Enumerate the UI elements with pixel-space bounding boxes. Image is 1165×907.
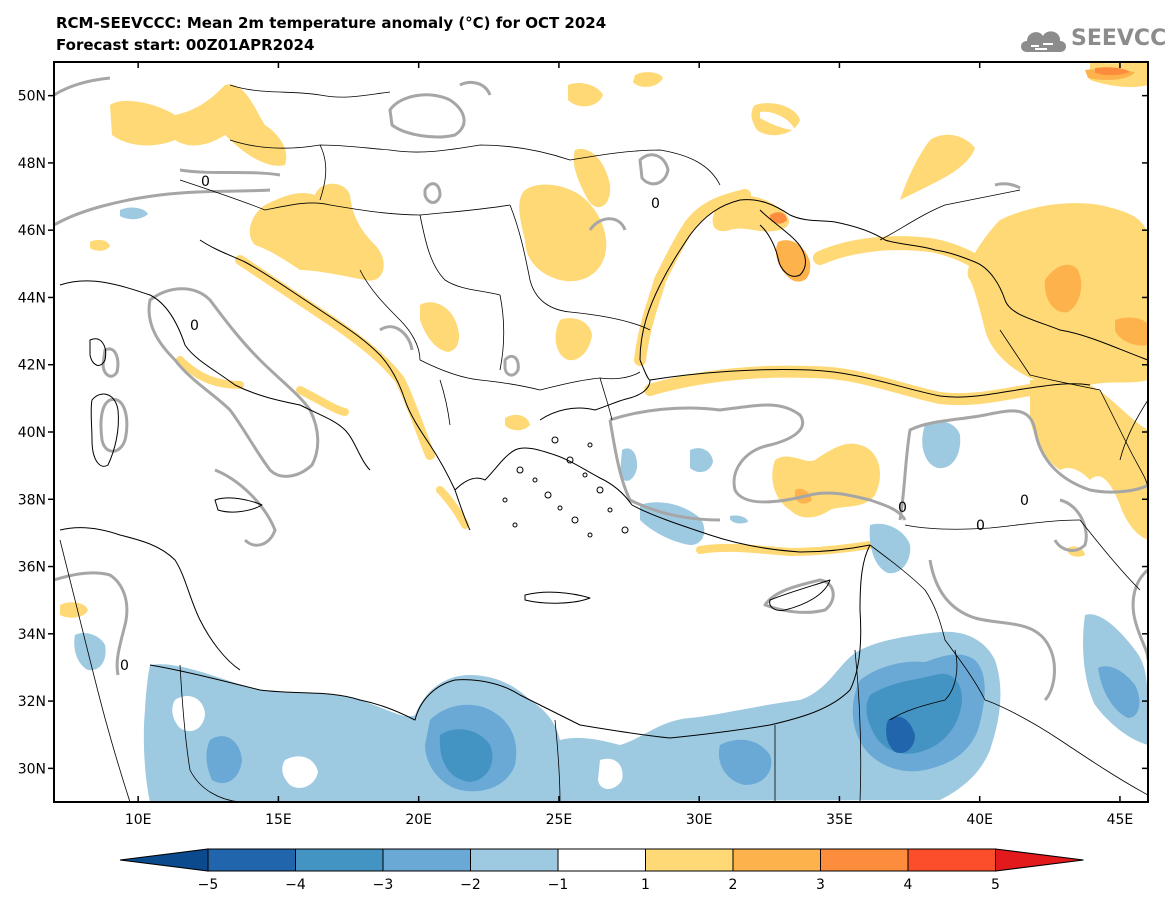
lon-tick-label: 25E bbox=[546, 812, 573, 828]
colorbar-label: −1 bbox=[548, 877, 569, 893]
lon-tick-label: 40E bbox=[966, 812, 993, 828]
coastlines bbox=[59, 199, 1148, 739]
map-plot-area: 0 0 0 0 0 0 0 bbox=[54, 62, 1148, 802]
lat-tick-label: 40N bbox=[18, 425, 46, 441]
cloud-icon bbox=[1021, 31, 1066, 52]
lat-tick-label: 46N bbox=[18, 223, 46, 239]
colorbar-label: −3 bbox=[373, 877, 394, 893]
lat-tick-label: 34N bbox=[18, 627, 46, 643]
forecast-start-subtitle: Forecast start: 00Z01APR2024 bbox=[56, 36, 315, 54]
neutral-holes bbox=[172, 111, 795, 789]
lat-tick-label: 30N bbox=[18, 761, 46, 777]
colorbar-label: 4 bbox=[904, 877, 913, 893]
colorbar-extend-low bbox=[119, 848, 209, 872]
lat-tick-label: 50N bbox=[18, 89, 46, 105]
colorbar-swatch bbox=[207, 848, 296, 872]
logo-text: SEEVCCC bbox=[1071, 26, 1165, 51]
contour-label: 0 bbox=[120, 658, 129, 674]
colorbar-swatch bbox=[732, 848, 821, 872]
colorbar-swatch bbox=[907, 848, 996, 872]
lon-tick-label: 35E bbox=[826, 812, 853, 828]
lat-tick-label: 42N bbox=[18, 358, 46, 374]
longitude-axis: 10E 15E 20E 25E 30E 35E 40E 45E bbox=[125, 62, 1133, 828]
colorbar-swatch bbox=[557, 848, 646, 872]
chart-title: RCM-SEEVCCC: Mean 2m temperature anomaly… bbox=[56, 14, 607, 32]
lon-tick-label: 10E bbox=[125, 812, 152, 828]
lon-tick-label: 45E bbox=[1107, 812, 1134, 828]
contour-label: 0 bbox=[898, 500, 907, 516]
colorbar-swatch bbox=[382, 848, 471, 872]
colorbar-swatch bbox=[470, 848, 559, 872]
colorbar-label: 2 bbox=[729, 877, 738, 893]
colorbar-swatch bbox=[645, 848, 734, 872]
colorbar: −5 −4 −3 −2 −1 1 2 3 4 5 bbox=[119, 848, 1084, 893]
contour-labels: 0 0 0 0 0 0 0 bbox=[120, 174, 1029, 674]
contour-label: 0 bbox=[651, 196, 660, 212]
colorbar-swatch bbox=[295, 848, 384, 872]
very-strong-cool-areas bbox=[886, 716, 915, 754]
colorbar-label: −4 bbox=[285, 877, 306, 893]
colorbar-extend-high bbox=[995, 848, 1084, 872]
lat-tick-label: 44N bbox=[18, 290, 46, 306]
lon-tick-label: 15E bbox=[265, 812, 292, 828]
seevccc-logo: SEEVCCC bbox=[1017, 22, 1165, 58]
contour-label: 0 bbox=[190, 318, 199, 334]
contour-label: 0 bbox=[976, 518, 985, 534]
lat-tick-label: 36N bbox=[18, 560, 46, 576]
strong-warm-areas bbox=[770, 67, 1130, 224]
colorbar-label: 5 bbox=[991, 877, 1000, 893]
contour-label: 0 bbox=[1020, 493, 1029, 509]
colorbar-label: 1 bbox=[641, 877, 650, 893]
lon-tick-label: 20E bbox=[405, 812, 432, 828]
lat-tick-label: 48N bbox=[18, 156, 46, 172]
latitude-axis: 50N 48N 46N 44N 42N 40N 38N 36N 34N 32N 30N bbox=[18, 89, 1148, 777]
colorbar-label: −5 bbox=[198, 877, 219, 893]
colorbar-label: −2 bbox=[460, 877, 481, 893]
contour-label: 0 bbox=[201, 174, 210, 190]
lat-tick-label: 38N bbox=[18, 492, 46, 508]
aegean-islands bbox=[502, 436, 629, 538]
colorbar-swatch bbox=[820, 848, 909, 872]
zero-contour-lines bbox=[54, 76, 1148, 702]
warm-anomaly-areas bbox=[60, 62, 1148, 618]
lon-tick-label: 30E bbox=[686, 812, 713, 828]
colorbar-label: 3 bbox=[816, 877, 825, 893]
country-borders bbox=[59, 84, 1148, 802]
lat-tick-label: 32N bbox=[18, 694, 46, 710]
